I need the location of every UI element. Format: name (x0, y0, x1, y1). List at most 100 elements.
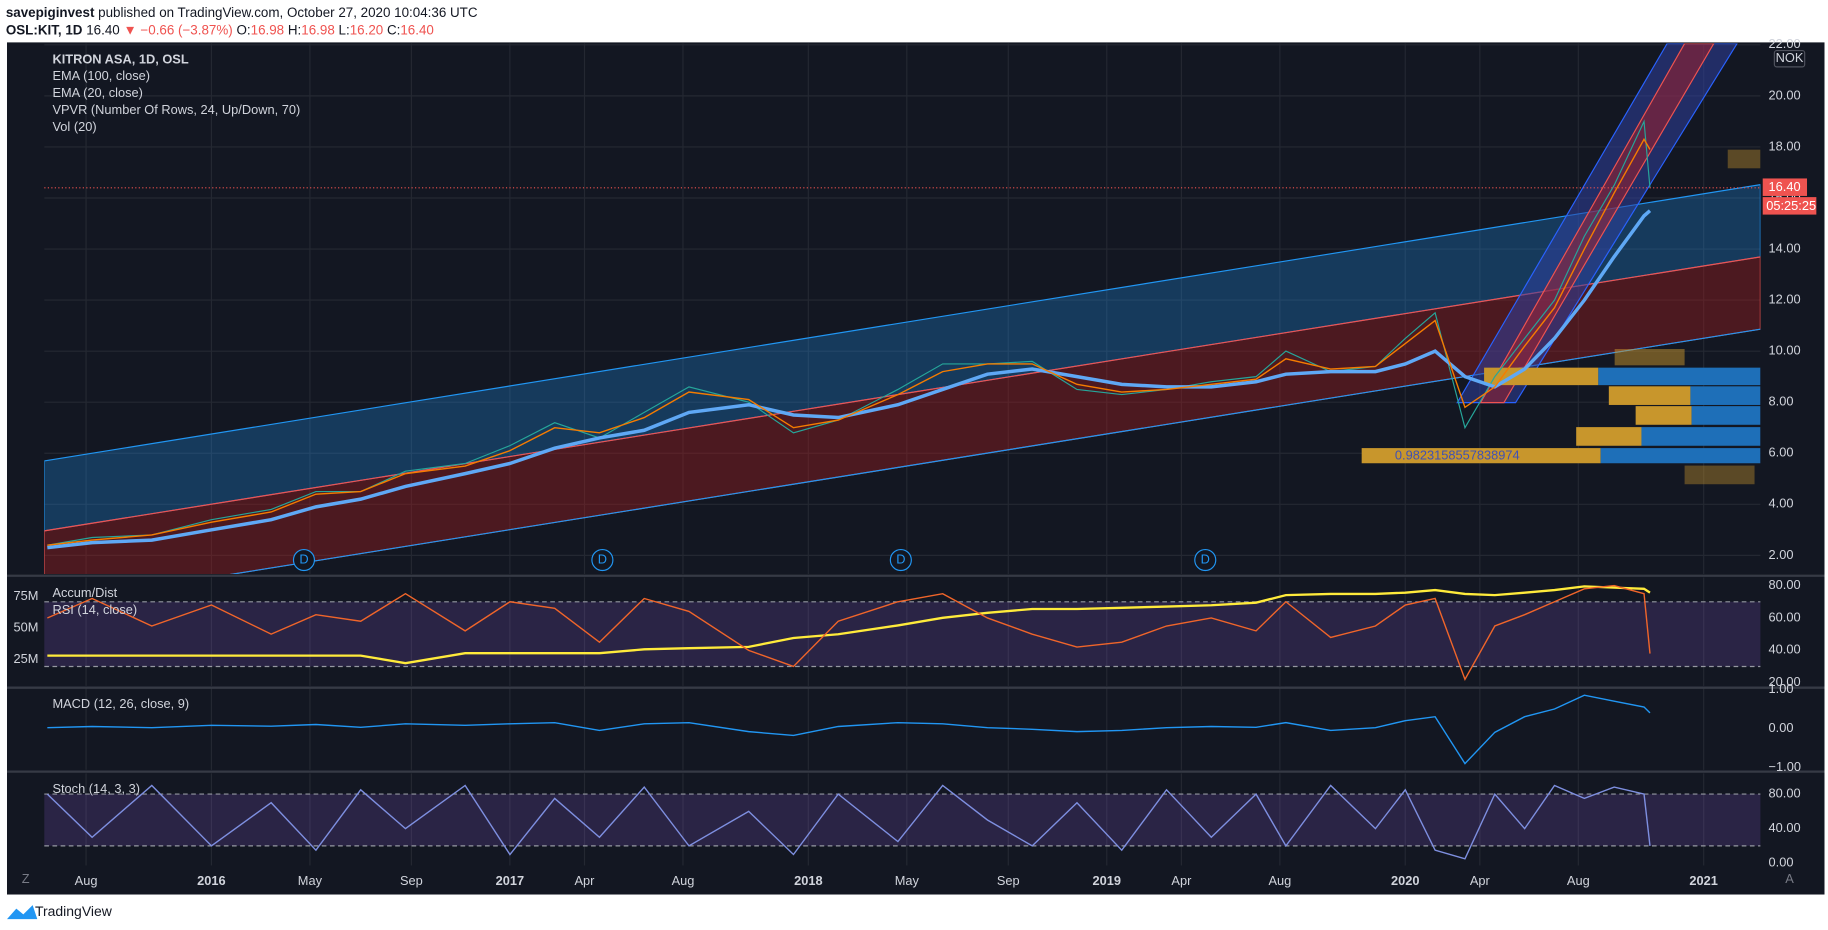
dividend-label: D (299, 551, 308, 566)
dividend-label: D (896, 551, 905, 566)
countdown: 05:25:25 (1766, 198, 1816, 213)
x-tick-label: Aug (1268, 873, 1291, 888)
open: 16.98 (251, 22, 285, 37)
header: savepiginvest published on TradingView.c… (6, 5, 478, 37)
y-tick-label: 0.00 (1769, 720, 1794, 735)
y-tick-label: 40.00 (1769, 820, 1801, 835)
y2-tick-label: 50M (14, 619, 39, 634)
series-line (47, 584, 1651, 682)
vpvr-bar (1576, 427, 1642, 446)
scale-button[interactable]: A (1785, 871, 1794, 886)
y2-tick-label: 75M (14, 588, 39, 603)
quote-line: OSL:KIT, 1D 16.40 ▼ −0.66 (−3.87%) O:16.… (6, 22, 434, 37)
x-tick-label: Aug (672, 873, 695, 888)
y-tick-label: 22.00 (1769, 36, 1801, 51)
x-tick-label: Sep (997, 873, 1020, 888)
dividend-label: D (1201, 551, 1210, 566)
change: ▼ −0.66 (−3.87%) (123, 22, 232, 37)
y-tick-label: 8.00 (1769, 394, 1794, 409)
legend-entry: MACD (12, 26, close, 9) (52, 696, 189, 711)
y-tick-label: 0.00 (1769, 855, 1794, 870)
last: 16.40 (86, 22, 120, 37)
o-label: O: (236, 22, 250, 37)
countdown-tag (1762, 197, 1817, 215)
footer: TradingView (35, 903, 113, 919)
y-tick-label: 20.00 (1769, 87, 1801, 102)
scale-button[interactable]: Z (22, 871, 30, 886)
x-tick-label: Aug (1567, 873, 1590, 888)
publish-line: savepiginvest published on TradingView.c… (6, 5, 478, 20)
series-line (47, 585, 1651, 665)
drawings (44, 43, 1761, 575)
y2-tick-label: 25M (14, 651, 39, 666)
dividend-label: D (598, 551, 607, 566)
dividend-marker (591, 548, 614, 572)
c-label: C: (387, 22, 400, 37)
series-line (46, 784, 1651, 860)
x-tick-label: Apr (575, 873, 596, 888)
low: 16.20 (350, 22, 384, 37)
y-tick-label: 60.00 (1769, 609, 1801, 624)
vpvr-bar (1484, 367, 1599, 386)
vpvr-bar (1598, 367, 1761, 386)
l-label: L: (339, 22, 350, 37)
dividend-marker (1194, 548, 1217, 572)
y-tick-label: 1.00 (1769, 681, 1794, 696)
high: 16.98 (301, 22, 335, 37)
vpvr-value: 0.9823158557838974 (1395, 448, 1520, 463)
tv-logo (6, 905, 38, 920)
x-tick-label: 2017 (496, 873, 525, 888)
y-tick-label: 18.00 (1769, 138, 1801, 153)
y-tick-label: −1.00 (1769, 759, 1801, 774)
vpvr-bar (1684, 465, 1755, 485)
legend-entry: Accum/Dist (52, 585, 117, 600)
vpvr-bar (1690, 386, 1761, 405)
x-tick-label: Sep (400, 873, 423, 888)
legend-entry: EMA (100, close) (52, 68, 150, 83)
y-tick-label: 80.00 (1769, 577, 1801, 592)
vpvr-bar (1641, 427, 1761, 446)
published: published on TradingView.com, October 27… (98, 5, 478, 20)
vpvr-bar (1608, 386, 1691, 405)
channel-lower (44, 256, 1761, 575)
channel-upper (44, 184, 1761, 532)
x-tick-label: Aug (75, 873, 98, 888)
vpvr-bar (1635, 406, 1692, 425)
publisher: savepiginvest (6, 5, 95, 20)
y-tick-label: 6.00 (1769, 445, 1794, 460)
series-line (47, 694, 1651, 765)
currency: NOK (1776, 50, 1804, 65)
y-tick-label: 40.00 (1769, 642, 1801, 657)
y-tick-label: 80.00 (1769, 785, 1801, 800)
vpvr-bar (1361, 448, 1601, 464)
legend-entry: Vol (20) (52, 119, 96, 134)
footer-bg (0, 894, 1828, 930)
legend-entry: Stoch (14, 3, 3) (52, 781, 140, 796)
x-tick-label: 2021 (1689, 873, 1718, 888)
y-tick-label: 20.00 (1769, 674, 1801, 689)
y-tick-label: 12.00 (1769, 291, 1801, 306)
vpvr-bar (1614, 349, 1685, 366)
h-label: H: (288, 22, 301, 37)
series-line (47, 137, 1651, 546)
vpvr-bar (1600, 448, 1761, 464)
level-band (44, 794, 1761, 846)
legend-entry: EMA (20, close) (52, 85, 142, 100)
x-tick-label: 2019 (1093, 873, 1122, 888)
dividend-marker (292, 548, 316, 572)
legend-entry: VPVR (Number Of Rows, 24, Up/Down, 70) (52, 102, 300, 117)
y-tick-label: 4.00 (1769, 496, 1794, 511)
x-tick-label: 2018 (794, 873, 823, 888)
legend-entry: RSI (14, close) (52, 602, 137, 617)
symbol: OSL:KIT, 1D (6, 22, 83, 37)
vpvr-bar (1727, 149, 1761, 169)
dividend-marker (889, 548, 912, 572)
price-tag (1762, 178, 1808, 196)
series-line (47, 209, 1652, 550)
close: 16.40 (400, 22, 434, 37)
level-band (44, 601, 1761, 667)
price-tag-label: 16.40 (1769, 179, 1801, 194)
x-tick-label: May (298, 873, 323, 888)
vpvr-bar (1691, 406, 1761, 425)
